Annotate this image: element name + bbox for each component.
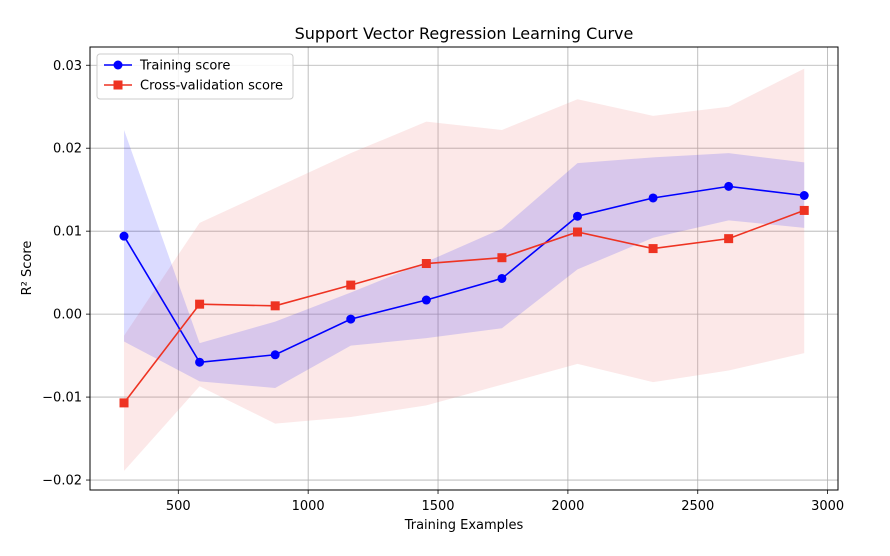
training-score-point <box>346 314 356 324</box>
cross-validation-score-point <box>497 253 507 263</box>
x-tick-label: 500 <box>166 499 191 514</box>
x-axis-ticks: 500 1000 1500 2000 2500 3000 <box>166 490 844 514</box>
y-tick-label: 0.02 <box>53 142 82 157</box>
grid <box>90 47 838 490</box>
training-score-line <box>123 185 805 364</box>
training-score-band <box>124 129 805 388</box>
y-axis-ticks: −0.02 −0.01 0.00 0.01 0.02 0.03 <box>42 59 90 489</box>
cross-validation-score-point <box>724 234 734 244</box>
training-score-point <box>648 193 658 203</box>
training-score-point <box>497 273 507 283</box>
y-tick-label: 0.00 <box>53 308 82 323</box>
cross-validation-score-point <box>346 280 356 290</box>
cross-validation-score-point <box>421 259 431 269</box>
plot-area-frame <box>89 46 839 491</box>
training-score-point <box>724 181 734 191</box>
y-axis-label: R² Score <box>20 241 35 296</box>
y-tick-label: −0.02 <box>42 474 82 489</box>
confidence-bands <box>124 68 805 471</box>
training-score-point <box>421 295 431 305</box>
training-score-point <box>195 357 205 367</box>
cross-validation-score-point <box>648 244 658 254</box>
chart-title: Support Vector Regression Learning Curve <box>295 24 634 43</box>
legend-label-training: Training score <box>139 59 230 74</box>
legend-marker-training <box>113 60 123 70</box>
legend-box <box>96 53 294 100</box>
training-score-point <box>572 211 582 221</box>
training-score-point <box>119 231 129 241</box>
y-tick-label: 0.01 <box>53 225 82 240</box>
series-lines <box>123 185 805 404</box>
cross-validation-score-point <box>195 299 205 309</box>
legend-label-cross-validation: Cross-validation score <box>140 79 283 94</box>
legend: Training score Cross-validation score <box>96 53 294 100</box>
y-tick-label: −0.01 <box>42 391 82 406</box>
x-axis-label: Training Examples <box>404 518 524 533</box>
cross-validation-score-band <box>124 68 805 471</box>
cross-validation-score-point <box>799 205 809 215</box>
training-score-point <box>270 350 280 360</box>
x-tick-label: 2000 <box>551 499 584 514</box>
cross-validation-score-point <box>270 301 280 311</box>
cross-validation-score-point <box>119 398 129 408</box>
x-tick-label: 1000 <box>292 499 325 514</box>
cross-validation-score-line <box>123 209 805 404</box>
x-tick-label: 3000 <box>811 499 844 514</box>
training-score-point <box>799 190 809 200</box>
cross-validation-score-point <box>572 227 582 237</box>
x-tick-label: 2500 <box>681 499 714 514</box>
legend-marker-cross-validation <box>113 80 123 90</box>
x-tick-label: 1500 <box>421 499 454 514</box>
y-tick-label: 0.03 <box>53 59 82 74</box>
series-markers <box>119 181 809 408</box>
